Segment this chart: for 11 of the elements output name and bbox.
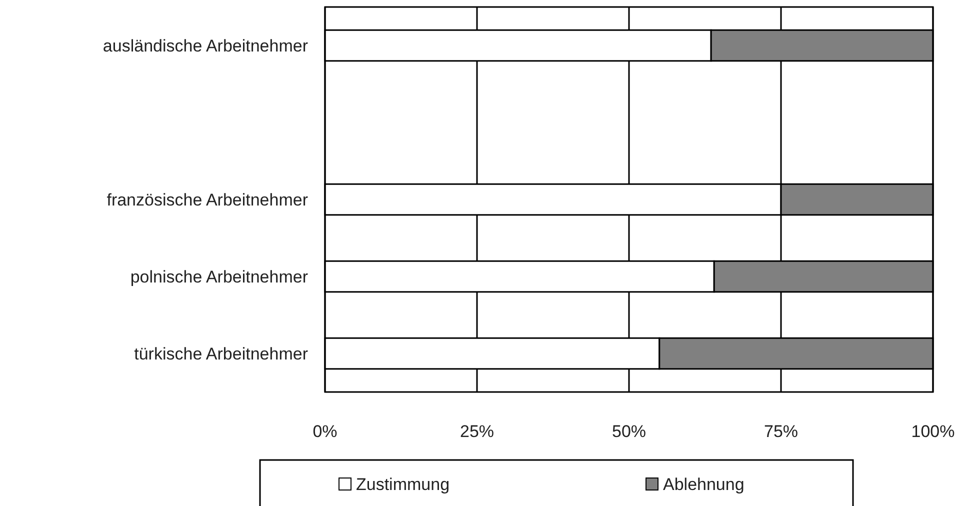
x-tick-label: 25% [460,422,494,441]
x-tick-label: 75% [764,422,798,441]
y-tick-label: ausländische Arbeitnehmer [102,36,308,56]
legend-label: Ablehnung [663,474,744,494]
y-tick-label: türkische Arbeitnehmer [134,344,308,364]
legend-label: Zustimmung [356,474,450,494]
x-tick-label: 100% [911,422,955,441]
y-tick-label: französische Arbeitnehmer [106,190,308,210]
x-tick-label: 50% [612,422,646,441]
x-tick-label: 0% [312,422,338,441]
y-tick-label: polnische Arbeitnehmer [130,267,308,286]
